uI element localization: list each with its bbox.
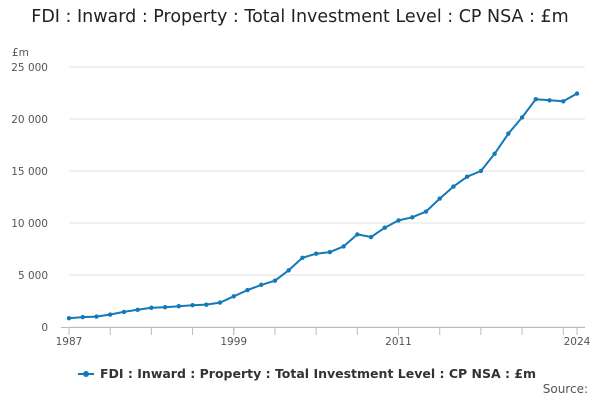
y-tick-label: 0 bbox=[41, 322, 48, 334]
x-tick-label: 2011 bbox=[385, 336, 412, 348]
data-point bbox=[464, 174, 470, 179]
y-tick-label: 5 000 bbox=[18, 270, 48, 282]
data-point bbox=[506, 131, 511, 136]
data-point bbox=[107, 312, 113, 317]
data-point bbox=[217, 300, 223, 305]
legend-label: FDI : Inward : Property : Total Investme… bbox=[100, 366, 537, 381]
legend-swatch bbox=[78, 369, 94, 379]
data-point bbox=[327, 249, 333, 255]
gridlines bbox=[69, 66, 585, 328]
data-point bbox=[533, 97, 539, 102]
y-tick-label: 10 000 bbox=[11, 218, 48, 230]
y-tick-label: 15 000 bbox=[11, 166, 48, 178]
data-point bbox=[176, 304, 182, 309]
data-point bbox=[94, 314, 99, 319]
data-point bbox=[561, 99, 566, 104]
data-point bbox=[300, 255, 305, 261]
data-point bbox=[149, 305, 154, 310]
data-point bbox=[519, 115, 525, 120]
x-tick-label: 1999 bbox=[220, 336, 247, 348]
data-point bbox=[478, 168, 484, 174]
x-tick-label: 1987 bbox=[56, 336, 83, 348]
data-point bbox=[286, 268, 291, 273]
x-axis bbox=[61, 327, 585, 335]
data-point bbox=[423, 209, 429, 214]
data-point bbox=[396, 218, 401, 223]
data-point bbox=[313, 251, 319, 256]
data-point bbox=[574, 91, 580, 96]
data-point bbox=[80, 314, 85, 320]
y-axis-unit-label: £m bbox=[12, 47, 29, 59]
data-point bbox=[547, 98, 552, 103]
x-axis-ticks: 1987 1999 2011 2024 bbox=[56, 336, 591, 348]
legend: FDI : Inward : Property : Total Investme… bbox=[78, 366, 536, 381]
data-point bbox=[66, 315, 72, 321]
series-line bbox=[68, 92, 578, 320]
source-label: Source: bbox=[542, 382, 588, 396]
series-line-group bbox=[66, 91, 580, 321]
data-point bbox=[355, 232, 360, 237]
data-point bbox=[341, 244, 346, 249]
x-tick-label: 2024 bbox=[564, 336, 591, 348]
y-axis-ticks: 0 5 000 10 000 15 000 20 000 25 000 bbox=[11, 62, 48, 334]
data-point bbox=[272, 278, 278, 283]
data-point bbox=[245, 287, 250, 293]
data-point bbox=[231, 294, 236, 299]
data-point bbox=[437, 196, 442, 201]
data-point bbox=[204, 302, 209, 307]
data-point bbox=[259, 282, 264, 288]
data-point bbox=[190, 302, 195, 308]
y-tick-label: 20 000 bbox=[11, 114, 48, 126]
y-tick-label: 25 000 bbox=[11, 62, 48, 74]
data-point bbox=[382, 225, 387, 230]
data-point bbox=[492, 151, 497, 157]
data-point bbox=[451, 184, 456, 189]
data-point bbox=[368, 234, 374, 240]
data-point bbox=[135, 307, 140, 313]
chart-title: FDI : Inward : Property : Total Investme… bbox=[31, 7, 569, 27]
data-point bbox=[121, 309, 127, 315]
data-point bbox=[410, 215, 415, 220]
data-point bbox=[162, 305, 168, 310]
